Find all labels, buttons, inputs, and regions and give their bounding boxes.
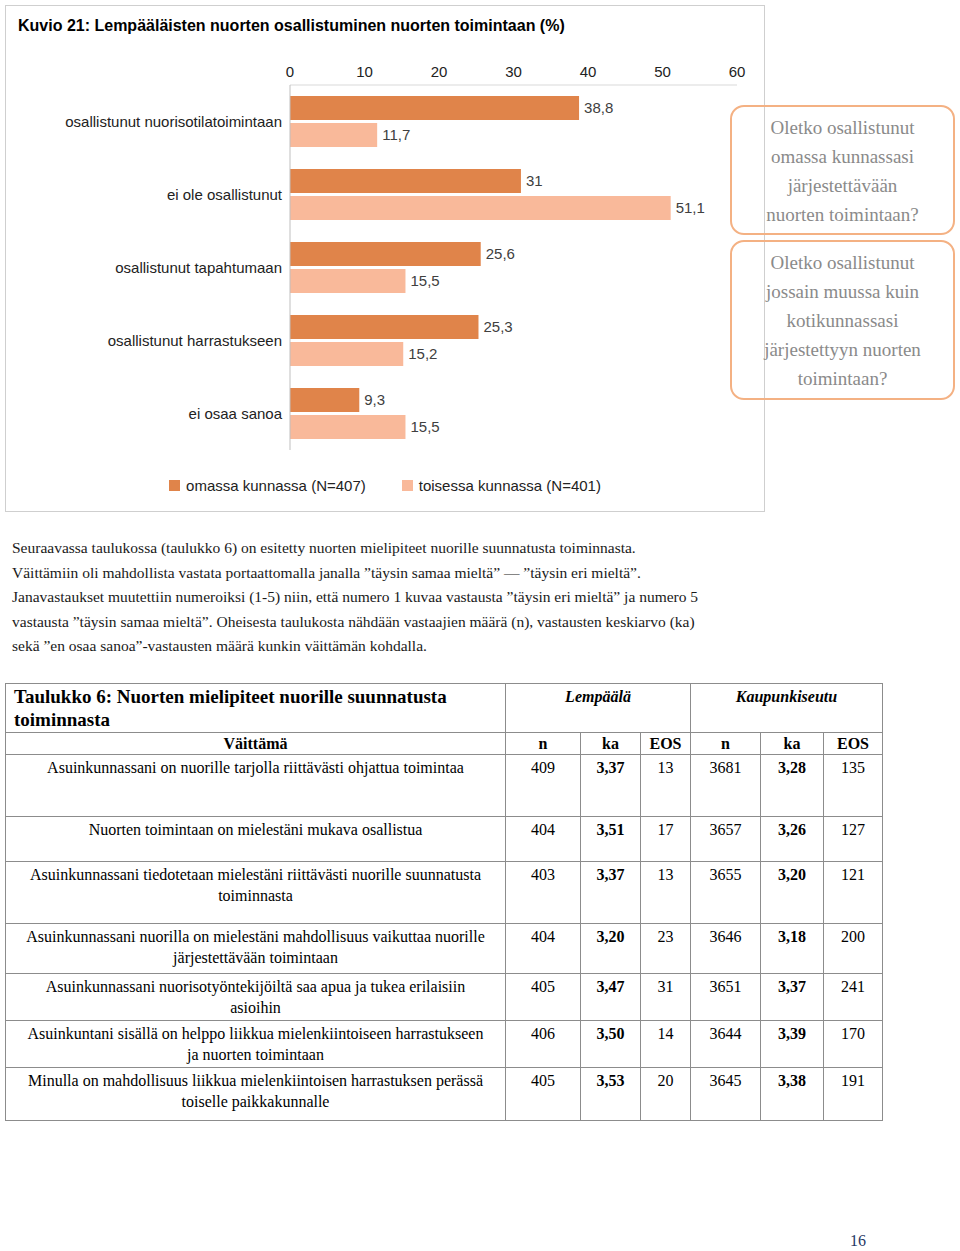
html-text:Asuinkunnassani nuorisotyöntek: Asuinkunnassani nuorisotyöntekijöiltä sa…: [45, 978, 466, 1016]
html-text:3,20: 3,20: [778, 866, 806, 883]
html-text:3645: 3645: [709, 1072, 742, 1089]
svg-text:15,2: 15,2: [408, 345, 437, 362]
html-text:3,38: 3,38: [778, 1072, 806, 1089]
html-text:n: n: [538, 735, 548, 752]
html-text:127: 127: [841, 821, 865, 838]
svg-text:40: 40: [580, 63, 597, 80]
html-text:3,26: 3,26: [778, 821, 806, 838]
html-text:3,20: 3,20: [596, 928, 625, 945]
html-text:Minulla on mahdollisuus liikku: Minulla on mahdollisuus liikkua mielenki…: [28, 1072, 483, 1110]
html-text:3,37: 3,37: [596, 866, 625, 883]
html-text:Kuvio 21: Lempääläisten nuorte: Kuvio 21: Lempääläisten nuorten osallist…: [18, 17, 565, 34]
html-text:Väittämä: Väittämä: [223, 735, 288, 752]
svg-text:ei osaa sanoa: ei osaa sanoa: [189, 405, 283, 422]
svg-text:15,5: 15,5: [410, 272, 439, 289]
svg-text:38,8: 38,8: [584, 99, 613, 116]
html-text:Nuorten toimintaan on mielestä: Nuorten toimintaan on mielestäni mukava …: [88, 821, 423, 838]
html-text:3,37: 3,37: [778, 978, 806, 995]
svg-text:ei ole osallistunut: ei ole osallistunut: [167, 186, 283, 203]
svg-text:11,7: 11,7: [382, 126, 410, 143]
html-text:200: 200: [841, 928, 865, 945]
svg-text:30: 30: [505, 63, 522, 80]
html-text:14: 14: [657, 1025, 674, 1042]
html-text:406: 406: [531, 1025, 555, 1042]
svg-text:60: 60: [729, 63, 746, 80]
svg-text:25,6: 25,6: [486, 245, 515, 262]
html-text:Janavastaukset muutettiin nume: Janavastaukset muutettiin numeroiksi (1-…: [12, 588, 699, 605]
svg-text:10: 10: [356, 63, 373, 80]
html-text:vastausta ”täysin samaa mieltä: vastausta ”täysin samaa mieltä”. Oheises…: [12, 612, 695, 630]
html-text:31: 31: [657, 978, 674, 995]
svg-text:9,3: 9,3: [364, 391, 385, 408]
html-text:404: 404: [531, 821, 555, 838]
html-text:EOS: EOS: [837, 735, 869, 752]
html-text:20: 20: [657, 1072, 674, 1089]
html-text:Asuinkunnassani tiedotetaan mi: Asuinkunnassani tiedotetaan mielestäni r…: [30, 866, 481, 904]
html-text:17: 17: [657, 821, 674, 838]
html-text:403: 403: [531, 866, 555, 883]
svg-text:osallistunut harrastukseen: osallistunut harrastukseen: [108, 332, 282, 349]
html-text:3,53: 3,53: [596, 1072, 625, 1089]
html-text:sekä ”en osaa sanoa”-vastauste: sekä ”en osaa sanoa”-vastausten määrä ku…: [12, 637, 427, 654]
html-text:3646: 3646: [709, 928, 742, 945]
html-text:23: 23: [657, 928, 674, 945]
html-text:Asuinkunnassani on nuorille ta: Asuinkunnassani on nuorille tarjolla rii…: [47, 759, 464, 776]
html-text:EOS: EOS: [649, 735, 682, 752]
html-text:409: 409: [531, 759, 555, 776]
html-text:ka: ka: [602, 735, 619, 752]
html-text:Taulukko 6: Nuorten mielipitee: Taulukko 6: Nuorten mielipiteet nuorille…: [14, 686, 447, 730]
svg-text:osallistunut tapahtumaan: osallistunut tapahtumaan: [115, 259, 282, 276]
html-text:170: 170: [841, 1025, 865, 1042]
html-text:Kaupunkiseutu: Kaupunkiseutu: [735, 688, 838, 705]
html-text:241: 241: [841, 978, 865, 995]
html-text:13: 13: [657, 866, 674, 883]
html-text:3,39: 3,39: [778, 1025, 806, 1042]
svg-text:25,3: 25,3: [483, 318, 512, 335]
html-text:Asuinkunnassani nuorilla on mi: Asuinkunnassani nuorilla on mielestäni m…: [26, 928, 485, 966]
html-text:3681: 3681: [709, 759, 742, 776]
html-text:Oletko osallistunut omassa kun: Oletko osallistunut omassa kunnassasi jä…: [766, 117, 919, 225]
svg-text:50: 50: [654, 63, 671, 80]
html-text:3,51: 3,51: [596, 821, 625, 838]
html-text:3,47: 3,47: [596, 978, 625, 995]
html-text:13: 13: [657, 759, 674, 776]
html-text:3,18: 3,18: [778, 928, 806, 945]
html-text:ka: ka: [783, 735, 801, 752]
html-text:121: 121: [841, 866, 865, 883]
html-text:404: 404: [531, 928, 555, 945]
html-text:Seuraavassa taulukossa (tauluk: Seuraavassa taulukossa (taulukko 6) on e…: [12, 539, 636, 556]
html-text:omassa kunnassa (N=407): omassa kunnassa (N=407): [186, 477, 366, 494]
html-text:3657: 3657: [709, 821, 742, 838]
svg-text:31: 31: [526, 172, 543, 189]
svg-text:osallistunut nuorisotilatoimin: osallistunut nuorisotilatoimintaan: [65, 113, 282, 130]
html-text:3655: 3655: [709, 866, 742, 883]
html-text:135: 135: [841, 759, 865, 776]
html-text:3,37: 3,37: [596, 759, 625, 776]
html-text:3644: 3644: [709, 1025, 742, 1042]
svg-text:15,5: 15,5: [410, 418, 439, 435]
html-text:Lempäälä: Lempäälä: [565, 688, 631, 705]
html-text:3,28: 3,28: [778, 759, 806, 776]
html-text:191: 191: [841, 1072, 865, 1089]
html-text:Oletko osallistunut jossain mu: Oletko osallistunut jossain muussa kuin …: [764, 252, 921, 389]
svg-text:0: 0: [286, 63, 294, 80]
html-text:toisessa kunnassa (N=401): toisessa kunnassa (N=401): [418, 477, 601, 494]
svg-text:20: 20: [431, 63, 448, 80]
html-text:Asuinkuntani sisällä on helppo: Asuinkuntani sisällä on helppo liikkua m…: [27, 1025, 484, 1063]
svg-text:51,1: 51,1: [676, 199, 705, 216]
html-text:3,50: 3,50: [596, 1025, 625, 1042]
html-text:n: n: [721, 735, 730, 752]
html-text:16: 16: [850, 1232, 866, 1249]
html-text:405: 405: [531, 1072, 555, 1089]
html-text:405: 405: [531, 978, 555, 995]
html-text:Väittämiin oli mahdollista vas: Väittämiin oli mahdollista vastata porta…: [12, 563, 641, 581]
html-text:3651: 3651: [709, 978, 742, 995]
